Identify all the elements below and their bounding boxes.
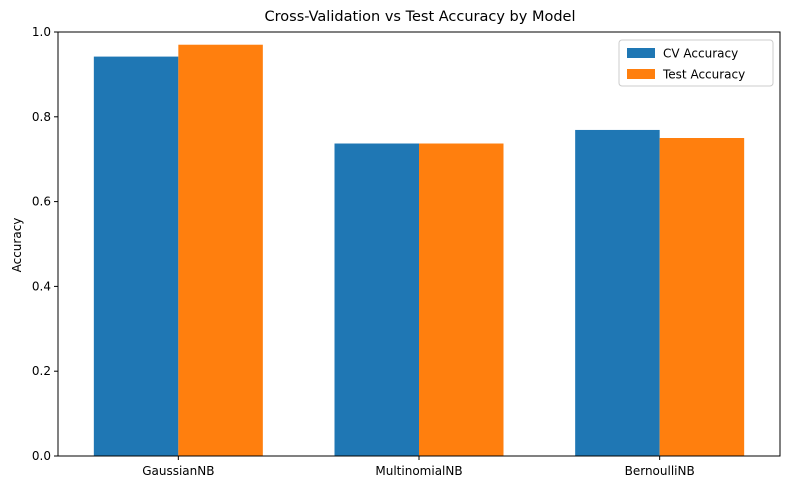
- x-axis: GaussianNB MultinomialNB BernoulliNB: [142, 456, 695, 478]
- y-tick-label: 1.0: [32, 25, 51, 39]
- legend-label: CV Accuracy: [663, 47, 738, 61]
- bar-cv-accuracy-multinomialnb: [334, 143, 419, 456]
- y-tick-label: 0.8: [32, 110, 51, 124]
- y-axis: 0.0 0.2 0.4 0.6 0.8 1.0: [32, 25, 58, 463]
- plot-frame: [57, 31, 781, 457]
- bar-test-accuracy-gaussiannb: [178, 44, 263, 456]
- bar-test-accuracy-multinomialnb: [419, 143, 504, 456]
- bar-cv-accuracy-bernoullinb: [575, 129, 660, 456]
- legend-swatch: [627, 69, 655, 79]
- y-tick-label: 0.4: [32, 279, 51, 293]
- bars-group: [93, 44, 745, 456]
- x-tick-label: GaussianNB: [142, 464, 214, 478]
- x-tick-label: MultinomialNB: [375, 464, 462, 478]
- bar-cv-accuracy-gaussiannb: [93, 56, 179, 456]
- y-tick-label: 0.6: [32, 195, 51, 209]
- y-tick-label: 0.2: [32, 364, 51, 378]
- chart-title: Cross-Validation vs Test Accuracy by Mod…: [265, 9, 576, 25]
- legend: CV Accuracy Test Accuracy: [618, 39, 774, 87]
- legend-swatch: [627, 48, 655, 58]
- legend-box: [618, 39, 774, 87]
- y-tick-label: 0.0: [32, 449, 51, 463]
- bar-test-accuracy-bernoullinb: [659, 138, 745, 456]
- legend-label: Test Accuracy: [662, 68, 745, 82]
- y-axis-label: Accuracy: [10, 218, 24, 273]
- x-tick-label: BernoulliNB: [625, 464, 695, 478]
